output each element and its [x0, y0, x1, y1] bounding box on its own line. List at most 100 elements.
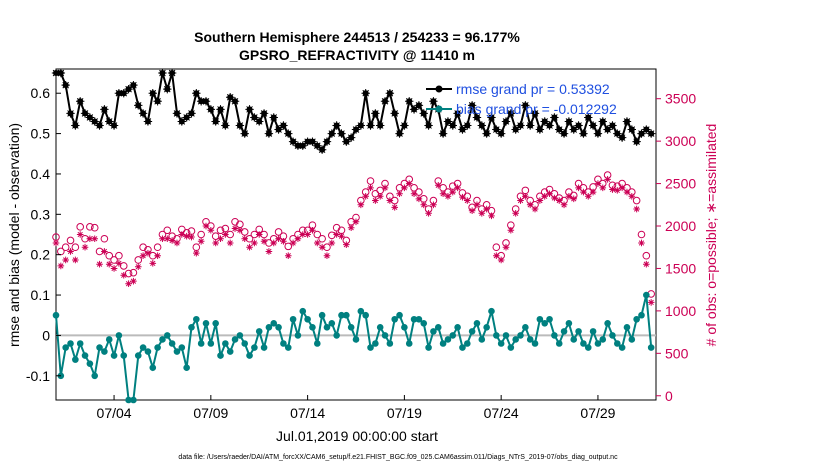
rmse-point-star — [550, 113, 559, 122]
rmse-point-star — [75, 97, 85, 106]
obs-assimilated-point — [105, 260, 113, 268]
obs-possible-point — [274, 228, 283, 236]
rmse-point-star — [163, 84, 172, 94]
bias-point — [188, 324, 195, 331]
bias-point — [381, 332, 389, 339]
bias-point — [613, 340, 621, 347]
obs-possible-point — [163, 226, 172, 235]
bias-point — [444, 336, 452, 343]
rmse-point-star — [124, 84, 133, 94]
rmse-point-star — [448, 121, 457, 130]
obs-assimilated-point — [207, 226, 215, 234]
obs-assimilated-point — [299, 231, 307, 238]
bias-point — [463, 340, 471, 347]
bias-point — [260, 344, 268, 351]
bias-point — [560, 328, 568, 335]
rmse-point-star — [172, 109, 182, 118]
bias-point — [168, 340, 176, 347]
rmse-point-star — [390, 109, 399, 118]
bias-point — [207, 340, 215, 347]
obs-possible-point — [105, 251, 114, 260]
obs-assimilated-point — [396, 190, 403, 198]
bias-point — [67, 340, 74, 347]
y2-tick-label-1: 3000 — [665, 133, 696, 149]
bias-point — [488, 307, 495, 315]
obs-assimilated-point — [120, 271, 128, 279]
y-tick-label-6: 0 — [42, 327, 50, 343]
chart-title: Southern Hemisphere 244513 / 254233 = 96… — [194, 29, 520, 45]
obs-possible-point — [313, 230, 322, 239]
rmse-point-star — [400, 121, 409, 130]
rmse-point-star — [424, 121, 433, 130]
rmse-point-star — [71, 121, 80, 130]
bias-point — [120, 352, 128, 359]
bias-point — [294, 332, 302, 339]
obs-assimilated-point — [594, 180, 602, 187]
rmse-point-star — [414, 101, 424, 110]
bias-point — [280, 340, 287, 347]
obs-assimilated-point — [130, 277, 137, 285]
obs-assimilated-point — [512, 209, 519, 217]
obs-assimilated-point — [125, 280, 132, 288]
rmse-point-star — [230, 97, 240, 106]
bias-point — [193, 315, 200, 323]
rmse-point-star — [646, 129, 656, 138]
bias-point — [265, 324, 273, 331]
bias-point — [376, 324, 384, 331]
rmse-point-star — [458, 125, 467, 134]
bias-point — [96, 344, 103, 351]
bias-point — [434, 324, 442, 331]
bias-point — [289, 315, 297, 323]
bias-point — [212, 320, 219, 327]
bias-point — [328, 320, 336, 327]
obs-possible-point — [637, 230, 646, 239]
rmse-point-star — [250, 113, 259, 122]
bias-point — [425, 344, 432, 351]
rmse-point-star — [269, 113, 278, 122]
y2-tick-label-4: 1500 — [665, 260, 696, 276]
obs-possible-point — [366, 177, 375, 185]
obs-assimilated-point — [67, 248, 74, 255]
obs-assimilated-point — [202, 222, 210, 230]
rmse-point-star — [482, 129, 491, 138]
bias-point — [415, 315, 423, 323]
legend-label-bias: bias grand pr = -0.012292 — [456, 101, 617, 117]
obs-assimilated-point — [76, 231, 84, 238]
rmse-point-star — [419, 109, 428, 118]
bias-point — [309, 324, 316, 331]
bias-point — [217, 352, 224, 359]
obs-assimilated-point — [178, 231, 186, 238]
rmse-point-star — [627, 125, 637, 134]
rmse-point-star — [206, 105, 216, 114]
bias-point — [255, 328, 263, 335]
obs-assimilated-point — [372, 197, 379, 204]
obs-assimilated-point — [168, 237, 176, 244]
bias-point — [362, 311, 369, 319]
obs-assimilated-point — [522, 193, 529, 200]
rmse-point-star — [211, 117, 220, 126]
obs-possible-point — [119, 262, 128, 270]
rmse-point-star — [100, 105, 109, 114]
rmse-point-star — [525, 121, 535, 130]
obs-assimilated-point — [434, 181, 442, 189]
bias-point — [565, 320, 573, 327]
rmse-point-star — [506, 109, 516, 118]
obs-possible-point — [216, 226, 225, 235]
rmse-point-star — [632, 137, 641, 146]
bias-point — [623, 324, 631, 331]
obs-assimilated-point — [163, 235, 171, 243]
obs-possible-point — [86, 223, 94, 231]
rmse-point-star — [356, 121, 366, 130]
rmse-point-star — [105, 117, 114, 126]
obs-assimilated-point — [357, 201, 365, 209]
obs-assimilated-point — [57, 262, 65, 270]
bias-point — [275, 324, 282, 331]
obs-assimilated-point — [52, 239, 60, 247]
obs-assimilated-point — [222, 231, 229, 238]
rmse-point-star — [375, 121, 385, 130]
rmse-point-star — [521, 101, 530, 110]
bias-point — [62, 344, 69, 351]
rmse-point-star — [196, 97, 206, 106]
bias-point — [134, 352, 142, 359]
obs-assimilated-point — [226, 239, 234, 247]
